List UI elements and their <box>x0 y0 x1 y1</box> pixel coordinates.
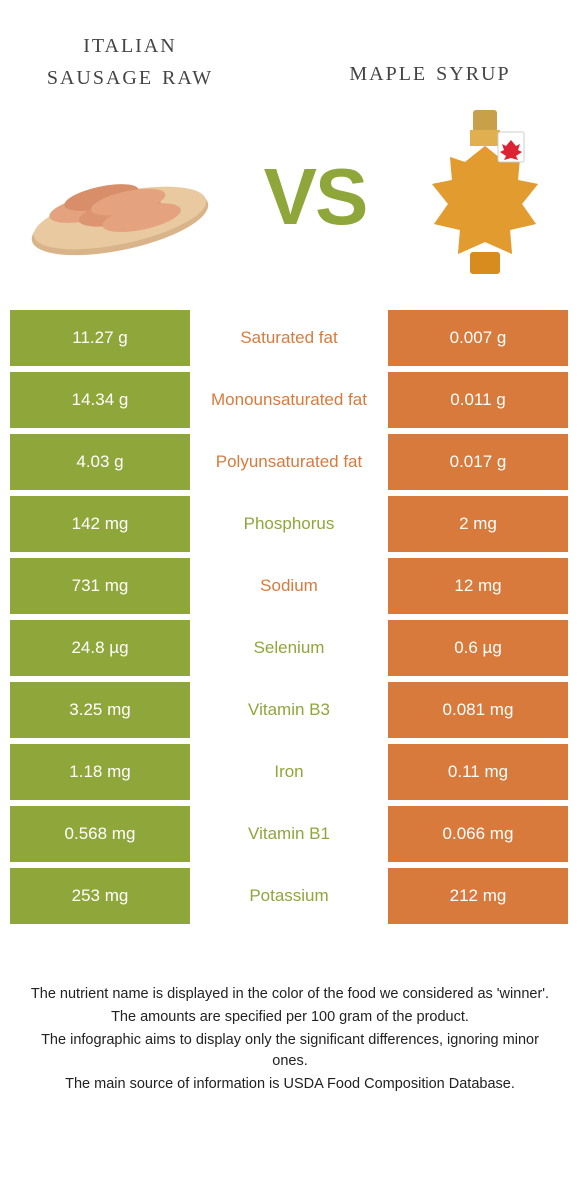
footnotes: The nutrient name is displayed in the co… <box>0 984 580 1095</box>
right-food-image <box>410 102 560 292</box>
right-value: 0.11 mg <box>388 744 568 800</box>
footnote-line: The nutrient name is displayed in the co… <box>30 984 550 1005</box>
table-row: 1.18 mgIron0.11 mg <box>10 744 570 800</box>
table-row: 11.27 gSaturated fat0.007 g <box>10 310 570 366</box>
vs-label: VS <box>264 151 367 243</box>
nutrient-name: Monounsaturated fat <box>190 372 388 428</box>
left-value: 1.18 mg <box>10 744 190 800</box>
right-value: 0.011 g <box>388 372 568 428</box>
right-value: 0.066 mg <box>388 806 568 862</box>
right-value: 2 mg <box>388 496 568 552</box>
nutrient-name: Selenium <box>190 620 388 676</box>
table-row: 0.568 mgVitamin B10.066 mg <box>10 806 570 862</box>
footnote-line: The amounts are specified per 100 gram o… <box>30 1007 550 1028</box>
right-value: 0.6 µg <box>388 620 568 676</box>
table-row: 24.8 µgSelenium0.6 µg <box>10 620 570 676</box>
left-value: 14.34 g <box>10 372 190 428</box>
nutrient-name: Vitamin B3 <box>190 682 388 738</box>
left-value: 24.8 µg <box>10 620 190 676</box>
right-food-title: maple syrup <box>310 56 550 88</box>
left-food-image <box>20 122 220 272</box>
left-food-title: italian sausage raw <box>30 28 230 92</box>
images-row: VS <box>0 92 580 310</box>
nutrient-name: Phosphorus <box>190 496 388 552</box>
footnote-line: The infographic aims to display only the… <box>30 1030 550 1072</box>
left-value: 3.25 mg <box>10 682 190 738</box>
table-row: 14.34 gMonounsaturated fat0.011 g <box>10 372 570 428</box>
right-value: 0.017 g <box>388 434 568 490</box>
table-row: 731 mgSodium12 mg <box>10 558 570 614</box>
left-value: 731 mg <box>10 558 190 614</box>
nutrient-name: Vitamin B1 <box>190 806 388 862</box>
table-row: 142 mgPhosphorus2 mg <box>10 496 570 552</box>
table-row: 3.25 mgVitamin B30.081 mg <box>10 682 570 738</box>
left-value: 4.03 g <box>10 434 190 490</box>
left-value: 11.27 g <box>10 310 190 366</box>
right-value: 12 mg <box>388 558 568 614</box>
nutrient-table: 11.27 gSaturated fat0.007 g 14.34 gMonoun… <box>10 310 570 924</box>
header: italian sausage raw maple syrup <box>0 0 580 92</box>
nutrient-name: Polyunsaturated fat <box>190 434 388 490</box>
nutrient-name: Saturated fat <box>190 310 388 366</box>
right-value: 0.007 g <box>388 310 568 366</box>
left-value: 253 mg <box>10 868 190 924</box>
table-row: 4.03 gPolyunsaturated fat0.017 g <box>10 434 570 490</box>
table-row: 253 mgPotassium212 mg <box>10 868 570 924</box>
nutrient-name: Sodium <box>190 558 388 614</box>
right-value: 212 mg <box>388 868 568 924</box>
right-value: 0.081 mg <box>388 682 568 738</box>
nutrient-name: Iron <box>190 744 388 800</box>
nutrient-name: Potassium <box>190 868 388 924</box>
left-value: 142 mg <box>10 496 190 552</box>
footnote-line: The main source of information is USDA F… <box>30 1074 550 1095</box>
left-value: 0.568 mg <box>10 806 190 862</box>
